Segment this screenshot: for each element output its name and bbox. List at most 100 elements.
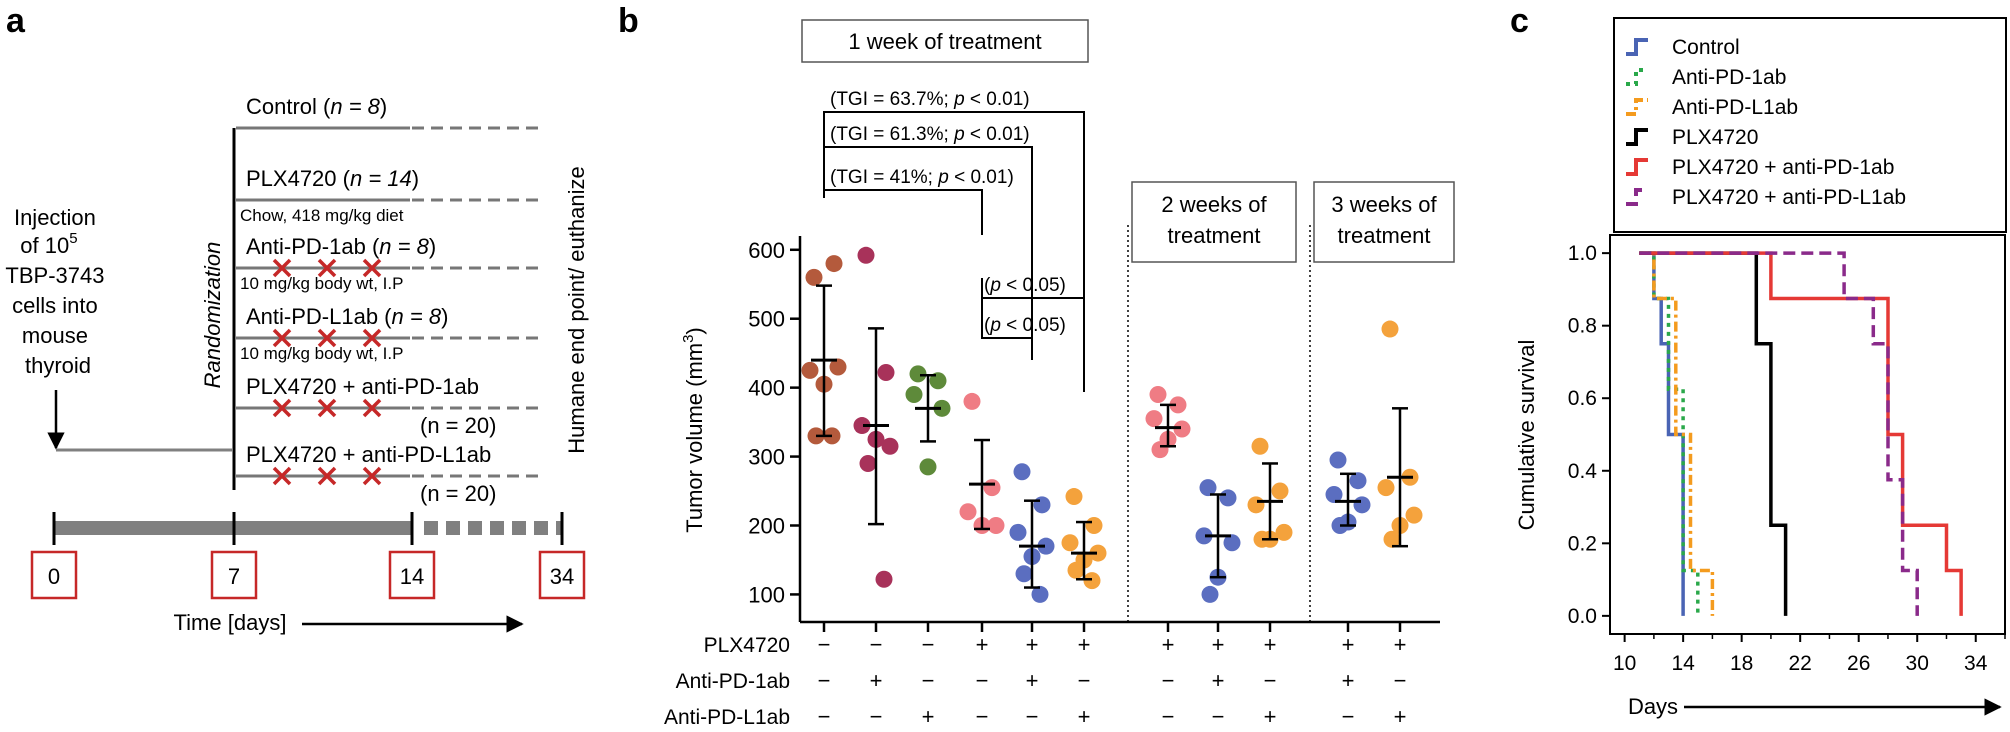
data-point (875, 570, 893, 588)
day-label: 7 (228, 564, 240, 589)
injection-line-3: TBP-3743 (5, 263, 104, 288)
data-point (1223, 534, 1241, 552)
sign-cell: + (1026, 668, 1039, 693)
section-box (801, 19, 1089, 63)
data-point (1149, 386, 1167, 404)
data-point (1031, 585, 1049, 603)
arm-n-label: (n = 20) (420, 481, 496, 506)
arm-6: PLX4720 + anti-PD-L1ab (n = 20) (236, 442, 545, 506)
plot-frame (1609, 234, 2006, 635)
data-point (959, 503, 977, 521)
x-tick-label: 34 (1964, 652, 1988, 675)
arm-n: n = 14 (350, 166, 412, 191)
legend-label: Anti-PD-1ab (1672, 66, 1786, 89)
legend-box (1613, 17, 2007, 233)
data-point (1349, 472, 1367, 490)
legend-swatch (1626, 98, 1648, 116)
data-point (853, 417, 871, 435)
legend-swatch (1626, 38, 1648, 56)
data-point (829, 358, 847, 376)
endpoint-label: Humane end point/ euthanize (564, 166, 589, 453)
y-tick-label: 300 (748, 445, 785, 470)
day-marker-7: 7 (210, 512, 258, 600)
legend-swatch (1626, 68, 1648, 86)
y-tick-label: 0.8 (1568, 315, 1597, 338)
group-8 (1195, 479, 1241, 603)
data-point (933, 399, 951, 417)
bracket-label: (p < 0.05) (984, 315, 1066, 336)
section-text: 1 week of treatment (848, 29, 1041, 54)
arm-dose-note: Chow, 418 mg/kg diet (240, 206, 404, 225)
arm-name: Anti-PD-L1ab ( (246, 304, 392, 329)
legend-label: PLX4720 + anti-PD-1ab (1672, 156, 1894, 179)
data-point (905, 386, 923, 404)
data-point (1089, 544, 1107, 562)
arm-name-end: ) (380, 94, 387, 119)
sign-cell: + (1342, 632, 1355, 657)
row-label: Anti-PD-L1ab (664, 706, 790, 729)
dose-x-mark (362, 466, 382, 486)
data-point (1065, 488, 1083, 506)
significance-bracket: (TGI = 41%; p < 0.01) (823, 167, 1014, 235)
arm-n: n = 8 (330, 94, 380, 119)
sign-cell: − (922, 632, 935, 657)
group-7 (1145, 386, 1191, 459)
day-label: 0 (48, 564, 60, 589)
data-point (929, 372, 947, 390)
day-box (538, 550, 586, 600)
y-tick-label: 0.0 (1568, 605, 1597, 628)
data-point (859, 454, 877, 472)
arm-label: PLX4720 (n = 14) (246, 166, 419, 191)
section-text: treatment (1338, 223, 1431, 248)
injection-line-6: thyroid (25, 353, 91, 378)
sign-cell: − (818, 668, 831, 693)
y-tick-label: 0.2 (1568, 532, 1597, 555)
data-point (1219, 489, 1237, 507)
x-tick-label: 30 (1906, 652, 1929, 675)
legend-item: PLX4720 + anti-PD-L1ab (1626, 186, 1906, 209)
group-9 (1247, 437, 1293, 548)
day-marker-34: 34 (538, 512, 586, 600)
arm-name-end: ) (412, 166, 419, 191)
survival-curves (1639, 251, 1963, 616)
group-2 (853, 246, 899, 588)
data-point (987, 517, 1005, 534)
day-box (210, 550, 258, 600)
injection-line-2-sup: 5 (69, 230, 77, 247)
dose-x-mark (272, 466, 292, 486)
y-tick-label: 500 (748, 307, 785, 332)
legend-item: Anti-PD-1ab (1626, 66, 1786, 89)
data-point (805, 268, 823, 286)
dose-x-mark (272, 328, 292, 348)
sign-cell: − (1212, 704, 1225, 729)
survival-curve-3 (1639, 251, 1715, 616)
arm-3: Anti-PD-1ab (n = 8) 10 mg/kg body wt, I.P (236, 234, 545, 293)
arm-label: Anti-PD-L1ab (n = 8) (246, 304, 448, 329)
arm-n: n = 8 (379, 234, 429, 259)
sign-cell: − (1394, 668, 1407, 693)
sign-cell: + (1264, 704, 1277, 729)
legend-label: Control (1672, 36, 1740, 59)
group-1 (801, 255, 847, 445)
data-point (1083, 572, 1101, 590)
significance-brackets: (TGI = 63.7%; p < 0.01) (TGI = 61.3%; p <… (823, 89, 1085, 392)
data-point (1061, 534, 1079, 552)
sign-cell: − (1026, 704, 1039, 729)
legend-label: PLX4720 (1672, 126, 1758, 149)
arm-label: PLX4720 + anti-PD-1ab (246, 374, 479, 399)
data-point (801, 361, 819, 379)
x-tick-label: 14 (1671, 652, 1695, 675)
arm-label: Control (n = 8) (246, 94, 387, 119)
data-point (1151, 441, 1169, 459)
randomization-label: Randomization (200, 242, 225, 389)
sign-cell: + (1342, 668, 1355, 693)
sign-cell: + (1264, 632, 1277, 657)
arm-name: PLX4720 ( (246, 166, 351, 191)
dose-x-mark (317, 398, 337, 418)
data-point (1405, 506, 1423, 524)
bracket-line (823, 146, 1033, 360)
y-axis-label: Tumor volume (mm3) (680, 327, 707, 533)
data-point (1251, 437, 1269, 455)
arm-name: Control ( (246, 94, 331, 119)
